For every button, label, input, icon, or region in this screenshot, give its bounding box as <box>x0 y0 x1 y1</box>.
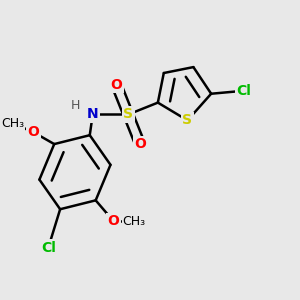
Text: Cl: Cl <box>41 241 56 255</box>
Text: O: O <box>107 214 119 228</box>
Text: H: H <box>70 99 80 112</box>
Text: N: N <box>87 107 98 122</box>
Text: S: S <box>182 113 193 128</box>
Text: CH₃: CH₃ <box>1 117 24 130</box>
Text: Cl: Cl <box>236 84 251 98</box>
Text: O: O <box>110 78 122 92</box>
Text: O: O <box>28 125 39 139</box>
Text: CH₃: CH₃ <box>123 214 146 228</box>
Text: O: O <box>134 137 146 151</box>
Text: S: S <box>123 107 133 122</box>
